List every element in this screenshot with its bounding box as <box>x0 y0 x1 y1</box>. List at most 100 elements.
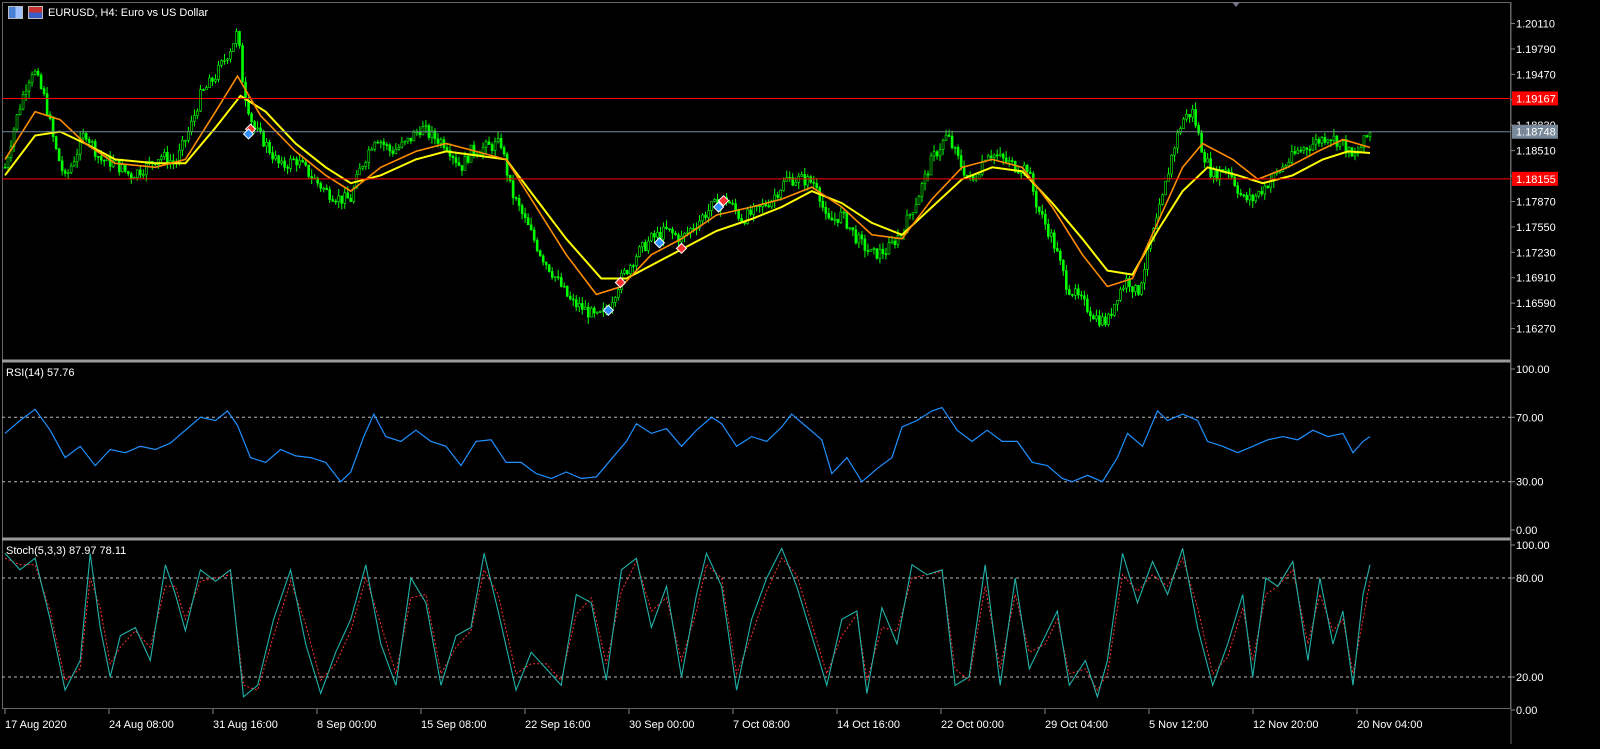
candle-body <box>295 158 298 166</box>
candle-body <box>653 233 656 238</box>
candle-body <box>376 141 380 144</box>
candle-body <box>1296 149 1300 154</box>
stoch-tick-label: 80.00 <box>1516 573 1544 585</box>
stoch-tick-label: 0.00 <box>1516 705 1537 717</box>
price-tick-label: 1.16910 <box>1516 273 1556 285</box>
candle-body <box>205 87 208 90</box>
candle-body <box>1083 295 1086 300</box>
candle-body <box>977 174 981 180</box>
candle-body <box>283 160 286 168</box>
candle-body <box>388 144 392 152</box>
candle-body <box>367 149 371 163</box>
candle-body <box>454 157 458 163</box>
candle-body <box>674 232 677 236</box>
candle-body <box>1125 278 1128 289</box>
candle-body <box>632 265 635 267</box>
candle-body <box>1101 316 1104 326</box>
candle-body <box>280 160 283 164</box>
candle-body <box>710 201 713 211</box>
candle-body <box>448 149 452 157</box>
price-pane[interactable]: 1.201101.197901.194701.191501.188301.185… <box>2 19 1558 336</box>
candle-body <box>385 144 389 146</box>
candle-body <box>520 205 524 214</box>
candle-body <box>908 214 912 216</box>
stoch-tick-label: 100.00 <box>1516 540 1550 552</box>
candle-body <box>364 162 368 167</box>
candle-body <box>568 295 572 300</box>
candle-body <box>713 199 716 202</box>
candle-body <box>1107 313 1110 325</box>
candle-body <box>803 174 807 186</box>
candle-body <box>1098 315 1101 326</box>
candle-body <box>126 171 130 175</box>
price-tick-label: 1.20110 <box>1516 19 1555 31</box>
candle-body <box>1007 160 1011 163</box>
candle-body <box>214 79 217 82</box>
time-tick-label: 22 Sep 16:00 <box>525 719 590 731</box>
candle-body <box>217 64 220 80</box>
candle-body <box>42 88 46 94</box>
candle-body <box>782 180 786 191</box>
candle-body <box>1233 176 1237 186</box>
time-tick-label: 22 Oct 00:00 <box>941 719 1004 731</box>
candle-body <box>758 205 761 208</box>
candle-body <box>493 141 497 151</box>
candle-body <box>1212 168 1215 177</box>
candle-body <box>875 248 879 259</box>
candle-body <box>662 226 665 240</box>
stochastic-pane[interactable]: 100.00 80.00 20.00 0.00 <box>2 540 1550 717</box>
candle-body <box>1329 139 1333 142</box>
candle-body <box>90 141 94 143</box>
trade-marker-icon <box>675 242 688 255</box>
candle-body <box>1290 151 1294 163</box>
candle-body <box>947 134 951 137</box>
candle-body <box>307 164 310 177</box>
time-tick-label: 31 Aug 16:00 <box>213 719 278 731</box>
candle-body <box>1104 316 1107 325</box>
candle-body <box>72 161 76 167</box>
candle-body <box>157 159 160 165</box>
time-tick-label: 5 Nov 12:00 <box>1149 719 1208 731</box>
candle-body <box>343 192 347 204</box>
candle-body <box>917 196 921 205</box>
candle-body <box>815 183 819 189</box>
candle-body <box>325 187 329 190</box>
candle-body <box>911 212 915 215</box>
candle-body <box>1302 147 1306 151</box>
chart-shift-marker[interactable] <box>1232 2 1240 7</box>
rsi-label: RSI(14) 57.76 <box>6 367 75 379</box>
candle-body <box>677 234 680 243</box>
candle-body <box>890 240 894 244</box>
candle-body <box>235 31 238 44</box>
candle-body <box>259 127 262 132</box>
candle-body <box>857 234 861 244</box>
candle-body <box>1179 128 1182 134</box>
candle-body <box>181 140 184 151</box>
candle-body <box>18 108 22 115</box>
candle-body <box>1206 158 1209 163</box>
candle-body <box>397 146 401 150</box>
candle-body <box>617 289 620 298</box>
candle-body <box>577 303 581 308</box>
candle-body <box>806 176 810 186</box>
rsi-pane[interactable]: 100.00 70.00 30.00 0.00 <box>2 364 1550 537</box>
rsi-tick-label: 70.00 <box>1516 412 1544 424</box>
candle-body <box>3 167 7 169</box>
candle-body <box>400 141 404 148</box>
candle-body <box>737 210 740 219</box>
candle-body <box>692 228 695 230</box>
candle-body <box>788 177 792 179</box>
candle-body <box>117 159 121 173</box>
candle-body <box>731 202 734 205</box>
candle-body <box>39 74 43 89</box>
candle-body <box>1245 194 1249 201</box>
candle-body <box>60 160 64 172</box>
candle-body <box>884 253 888 255</box>
price-tick-label: 1.19790 <box>1516 44 1556 56</box>
candle-body <box>361 166 365 169</box>
candle-body <box>277 155 280 164</box>
candle-body <box>1299 149 1303 152</box>
